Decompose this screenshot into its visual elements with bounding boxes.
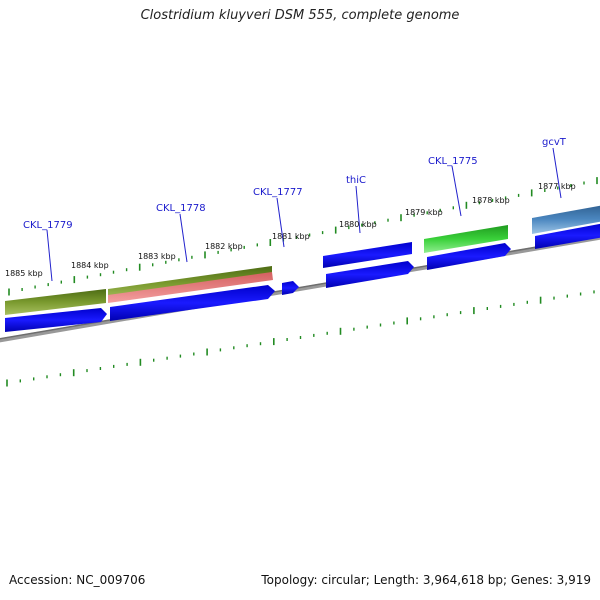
cds-arrow-ckl1777[interactable] bbox=[282, 281, 299, 295]
genome-backbone bbox=[0, 235, 600, 343]
tick-label-1877: 1877 kbp bbox=[538, 182, 576, 191]
gene-label-ckl1778[interactable]: CKL_1778 bbox=[156, 203, 206, 214]
inner-tick-track bbox=[6, 290, 595, 387]
kbp-labels: 1885 kbp 1884 kbp 1883 kbp 1882 kbp 1881… bbox=[5, 182, 576, 278]
tick-label-1879: 1879 kbp bbox=[405, 208, 443, 217]
feature-pink-ckl1778[interactable] bbox=[108, 272, 273, 303]
gene-label-lines bbox=[46, 147, 562, 282]
feature-track-lower bbox=[5, 222, 600, 332]
tick-label-1881: 1881 kbp bbox=[272, 232, 310, 241]
gene-label-thic[interactable]: thiC bbox=[346, 175, 366, 186]
tick-label-1880: 1880 kbp bbox=[339, 220, 377, 229]
tick-label-1885: 1885 kbp bbox=[5, 269, 43, 278]
cds-arrow-ckl1779[interactable] bbox=[5, 308, 107, 332]
gene-labels: CKL_1779 CKL_1778 CKL_1777 thiC CKL_1775… bbox=[23, 137, 567, 231]
tick-label-1883: 1883 kbp bbox=[138, 252, 176, 261]
cds-arrow-ckl1775[interactable] bbox=[427, 243, 511, 270]
tick-label-1884: 1884 kbp bbox=[71, 261, 109, 270]
outer-tick-track bbox=[8, 177, 598, 296]
gene-label-gcvt[interactable]: gcvT bbox=[542, 137, 567, 148]
cds-arrow-thic[interactable] bbox=[326, 261, 414, 288]
feature-blue-thic-upper[interactable] bbox=[323, 242, 412, 268]
cds-arrow-gcvt[interactable] bbox=[535, 222, 600, 249]
tick-label-1882: 1882 kbp bbox=[205, 242, 243, 251]
tick-label-1878: 1878 kbp bbox=[472, 196, 510, 205]
feature-green-ckl1775[interactable] bbox=[424, 225, 508, 253]
genome-summary-text: Topology: circular; Length: 3,964,618 bp… bbox=[261, 573, 591, 587]
gene-label-ckl1779[interactable]: CKL_1779 bbox=[23, 220, 73, 231]
feature-olive-ckl1779[interactable] bbox=[5, 289, 106, 315]
feature-track-upper bbox=[5, 204, 600, 315]
gene-label-ckl1775[interactable]: CKL_1775 bbox=[428, 156, 478, 167]
cds-arrow-ckl1778[interactable] bbox=[110, 285, 275, 321]
accession-text: Accession: NC_009706 bbox=[9, 573, 146, 587]
map-title: Clostridium kluyveri DSM 555, complete g… bbox=[140, 8, 460, 23]
gene-label-ckl1777[interactable]: CKL_1777 bbox=[253, 187, 303, 198]
feature-steelblue-gcvt[interactable] bbox=[532, 204, 600, 234]
